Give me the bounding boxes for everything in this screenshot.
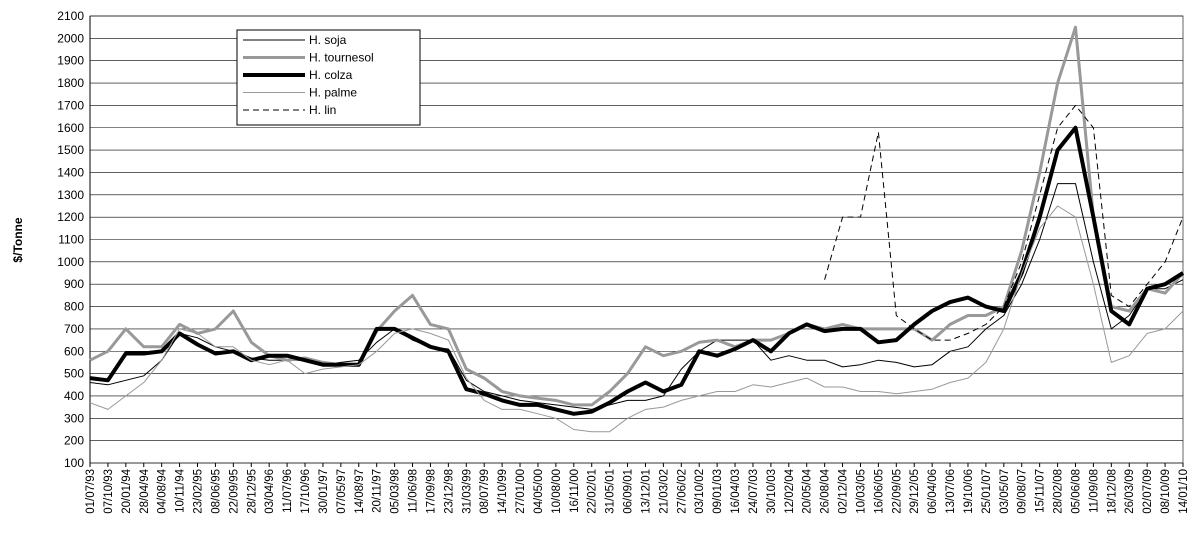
y-tick-label: 600 bbox=[64, 344, 84, 358]
x-tick-label: 29/12/05 bbox=[909, 469, 921, 514]
series-line bbox=[824, 104, 1184, 341]
x-tick-label: 10/03/05 bbox=[855, 469, 867, 514]
x-tick-label: 28/04/94 bbox=[139, 468, 151, 513]
x-tick-label: 12/02/04 bbox=[784, 468, 796, 513]
x-tick-label: 14/10/99 bbox=[497, 469, 509, 514]
x-tick-label: 07/05/97 bbox=[336, 469, 348, 514]
x-tick-label: 06/04/06 bbox=[927, 469, 939, 514]
x-tick-label: 22/09/95 bbox=[228, 469, 240, 514]
x-tick-label: 22/09/05 bbox=[891, 469, 903, 514]
x-tick-label: 13/12/01 bbox=[640, 469, 652, 514]
y-tick-label: 500 bbox=[64, 367, 84, 381]
y-tick-label: 1100 bbox=[58, 233, 84, 247]
x-tick-label: 05/03/98 bbox=[390, 469, 402, 514]
x-tick-label: 18/12/08 bbox=[1106, 469, 1118, 514]
x-tick-label: 06/09/01 bbox=[623, 469, 635, 514]
x-tick-label: 02/07/09 bbox=[1142, 469, 1154, 514]
y-tick-label: 1000 bbox=[57, 255, 84, 269]
x-tick-label: 28/02/08 bbox=[1053, 469, 1065, 514]
y-tick-label: 1900 bbox=[57, 54, 84, 68]
y-tick-label: 900 bbox=[64, 277, 84, 291]
y-tick-label: 200 bbox=[64, 434, 84, 448]
x-tick-label: 02/12/04 bbox=[838, 468, 850, 513]
x-tick-label: 04/05/00 bbox=[533, 469, 545, 514]
x-tick-label: 08/06/95 bbox=[210, 469, 222, 514]
x-tick-label: 16/04/03 bbox=[730, 469, 742, 514]
x-tick-label: 30/01/97 bbox=[318, 469, 330, 514]
x-tick-label: 26/08/04 bbox=[820, 468, 832, 513]
x-tick-label: 08/07/99 bbox=[479, 469, 491, 514]
x-tick-label: 23/02/95 bbox=[193, 469, 205, 514]
x-tick-label: 11/06/98 bbox=[408, 469, 420, 513]
x-tick-label: 10/11/94 bbox=[175, 468, 187, 513]
x-tick-label: 11/07/96 bbox=[282, 469, 294, 513]
x-tick-label: 31/05/01 bbox=[605, 469, 617, 514]
y-tick-label: 300 bbox=[64, 411, 84, 425]
legend-label: H. lin bbox=[309, 103, 336, 117]
x-tick-label: 20/01/94 bbox=[121, 468, 133, 513]
x-tick-label: 14/08/97 bbox=[354, 469, 366, 514]
series-line bbox=[89, 205, 1184, 433]
x-tick-label: 30/10/03 bbox=[766, 469, 778, 514]
x-tick-label: 17/10/96 bbox=[300, 469, 312, 514]
y-tick-label: 1400 bbox=[57, 165, 84, 179]
x-tick-label: 19/10/06 bbox=[963, 469, 975, 514]
y-tick-label: 1600 bbox=[57, 121, 84, 135]
plot-border bbox=[89, 15, 1184, 464]
y-tick-label: 2100 bbox=[57, 9, 84, 23]
y-tick-label: 400 bbox=[64, 389, 84, 403]
x-tick-label: 26/03/09 bbox=[1124, 469, 1136, 514]
y-tick-label: 1800 bbox=[57, 76, 84, 90]
x-tick-label: 09/08/07 bbox=[1017, 469, 1029, 514]
y-tick-label: 100 bbox=[64, 456, 84, 470]
x-tick-label: 24/07/03 bbox=[748, 469, 760, 514]
series-line bbox=[89, 183, 1184, 410]
x-tick-label: 25/01/07 bbox=[981, 469, 993, 514]
legend-label: H. colza bbox=[309, 68, 353, 82]
x-tick-label: 05/06/08 bbox=[1070, 469, 1082, 514]
y-tick-label: 1300 bbox=[57, 188, 84, 202]
x-tick-label: 04/08/94 bbox=[157, 468, 169, 513]
x-tick-label: 01/07/93 bbox=[85, 469, 97, 514]
x-tick-label: 13/07/06 bbox=[945, 469, 957, 514]
series-line bbox=[89, 125, 1185, 416]
x-tick-label: 10/08/00 bbox=[551, 469, 563, 514]
legend-label: H. palme bbox=[309, 86, 357, 100]
x-tick-label: 20/05/04 bbox=[802, 468, 814, 513]
y-tick-label: 800 bbox=[64, 300, 84, 314]
x-tick-label: 03/10/02 bbox=[694, 469, 706, 514]
x-tick-label: 17/09/98 bbox=[425, 469, 437, 514]
x-tick-label: 16/11/00 bbox=[569, 469, 581, 513]
x-tick-label: 27/06/02 bbox=[676, 469, 688, 514]
x-tick-label: 11/09/08 bbox=[1088, 469, 1100, 513]
legend: H. soja H. tournesol H. colza H. palme H. li… bbox=[236, 29, 421, 126]
x-tick-label: 09/01/03 bbox=[712, 469, 724, 514]
x-tick-label: 14/01/10 bbox=[1178, 469, 1187, 514]
x-tick-label: 22/02/01 bbox=[587, 469, 599, 514]
x-tick-label: 23/12/98 bbox=[443, 469, 455, 514]
x-tick-label: 20/11/97 bbox=[372, 469, 384, 513]
x-tick-label: 07/10/93 bbox=[103, 469, 115, 514]
y-tick-label: 700 bbox=[64, 322, 84, 336]
x-tick-label: 31/03/99 bbox=[461, 469, 473, 514]
legend-box bbox=[236, 29, 421, 126]
x-tick-label: 21/03/02 bbox=[658, 469, 670, 514]
y-tick-label: 1200 bbox=[57, 210, 84, 224]
legend-label: H. soja bbox=[309, 33, 347, 47]
y-axis-label: $/Tonne bbox=[11, 217, 25, 262]
x-tick-label: 28/12/95 bbox=[246, 469, 258, 514]
x-tick-label: 27/01/00 bbox=[515, 469, 527, 514]
y-tick-label: 1700 bbox=[57, 98, 84, 112]
x-tick-label: 08/10/09 bbox=[1160, 469, 1172, 514]
legend-label: H. tournesol bbox=[309, 51, 374, 65]
y-tick-label: 2000 bbox=[57, 31, 84, 45]
y-tick-label: 1500 bbox=[57, 143, 84, 157]
x-tick-label: 03/05/07 bbox=[999, 469, 1011, 514]
x-tick-label: 03/04/96 bbox=[264, 469, 276, 514]
x-tick-label: 16/06/05 bbox=[873, 469, 885, 514]
x-tick-label: 15/11/07 bbox=[1035, 469, 1047, 513]
